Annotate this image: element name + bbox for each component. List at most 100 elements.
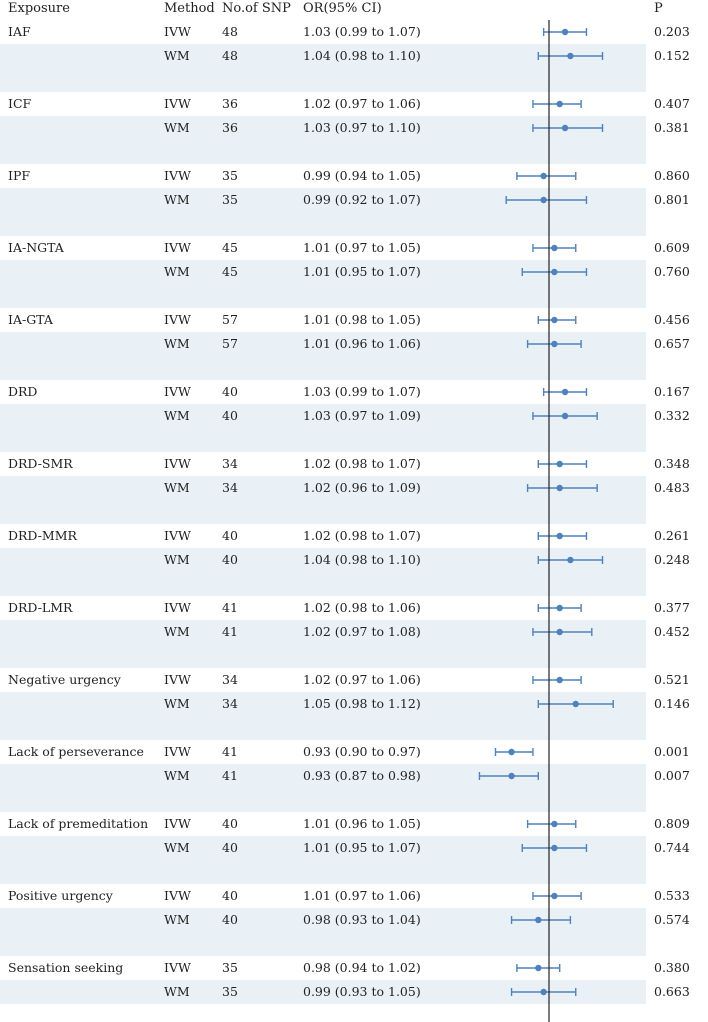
nsnp-cell: 34 bbox=[222, 696, 238, 711]
p-value-cell: 0.456 bbox=[654, 312, 690, 327]
or-ci-cell: 1.02 (0.98 to 1.07) bbox=[303, 528, 421, 543]
nsnp-cell: 36 bbox=[222, 120, 238, 135]
nsnp-cell: 45 bbox=[222, 264, 238, 279]
nsnp-cell: 40 bbox=[222, 552, 238, 567]
group-gap-stripe bbox=[0, 860, 646, 884]
or-ci-cell: 1.05 (0.98 to 1.12) bbox=[303, 696, 421, 711]
or-ci-cell: 0.99 (0.93 to 1.05) bbox=[303, 984, 421, 999]
method-cell: IVW bbox=[164, 240, 191, 255]
method-cell: IVW bbox=[164, 384, 191, 399]
or-ci-cell: 1.01 (0.98 to 1.05) bbox=[303, 312, 421, 327]
nsnp-cell: 40 bbox=[222, 384, 238, 399]
exposure-label: ICF bbox=[8, 96, 32, 111]
method-cell: WM bbox=[164, 336, 190, 351]
or-ci-cell: 1.02 (0.98 to 1.07) bbox=[303, 456, 421, 471]
method-cell: IVW bbox=[164, 600, 191, 615]
method-cell: IVW bbox=[164, 24, 191, 39]
p-value-cell: 0.167 bbox=[654, 384, 690, 399]
or-ci-cell: 0.99 (0.94 to 1.05) bbox=[303, 168, 421, 183]
table-header: Exposure Method No.of SNP OR(95% CI) P bbox=[8, 1, 663, 16]
nsnp-cell: 35 bbox=[222, 984, 238, 999]
nsnp-cell: 35 bbox=[222, 192, 238, 207]
p-value-cell: 0.860 bbox=[654, 168, 690, 183]
point-estimate bbox=[540, 172, 547, 180]
point-estimate bbox=[508, 772, 515, 780]
or-ci-cell: 1.03 (0.97 to 1.10) bbox=[303, 120, 421, 135]
nsnp-cell: 40 bbox=[222, 528, 238, 543]
header-p: P bbox=[654, 1, 663, 16]
nsnp-cell: 34 bbox=[222, 480, 238, 495]
or-ci-cell: 1.02 (0.97 to 1.06) bbox=[303, 96, 421, 111]
p-value-cell: 0.377 bbox=[654, 600, 690, 615]
p-value-cell: 0.452 bbox=[654, 624, 690, 639]
group-gap-stripe bbox=[0, 356, 646, 380]
point-estimate bbox=[556, 532, 563, 540]
point-estimate bbox=[551, 340, 558, 348]
method-cell: WM bbox=[164, 984, 190, 999]
header-nsnp: No.of SNP bbox=[222, 1, 291, 16]
point-estimate bbox=[561, 28, 569, 36]
or-ci-cell: 1.02 (0.96 to 1.09) bbox=[303, 480, 421, 495]
exposure-label: Negative urgency bbox=[8, 672, 122, 687]
point-estimate bbox=[561, 388, 569, 396]
group-gap-stripe bbox=[0, 716, 646, 740]
p-value-cell: 0.332 bbox=[654, 408, 690, 423]
point-estimate bbox=[567, 52, 574, 60]
method-cell: IVW bbox=[164, 816, 191, 831]
nsnp-cell: 41 bbox=[222, 744, 238, 759]
nsnp-cell: 40 bbox=[222, 888, 238, 903]
method-cell: WM bbox=[164, 264, 190, 279]
p-value-cell: 0.248 bbox=[654, 552, 690, 567]
method-cell: WM bbox=[164, 912, 190, 927]
method-cell: WM bbox=[164, 192, 190, 207]
p-value-cell: 0.801 bbox=[654, 192, 690, 207]
method-cell: WM bbox=[164, 840, 190, 855]
group-gap-stripe bbox=[0, 284, 646, 308]
nsnp-cell: 45 bbox=[222, 240, 238, 255]
p-value-cell: 0.521 bbox=[654, 672, 690, 687]
p-value-cell: 0.380 bbox=[654, 960, 690, 975]
group-gap-stripe bbox=[0, 500, 646, 524]
nsnp-cell: 40 bbox=[222, 816, 238, 831]
method-cell: IVW bbox=[164, 168, 191, 183]
nsnp-cell: 40 bbox=[222, 912, 238, 927]
point-estimate bbox=[567, 556, 574, 564]
method-cell: IVW bbox=[164, 888, 191, 903]
method-cell: WM bbox=[164, 624, 190, 639]
p-value-cell: 0.407 bbox=[654, 96, 690, 111]
p-value-cell: 0.809 bbox=[654, 816, 690, 831]
point-estimate bbox=[508, 748, 515, 756]
method-cell: IVW bbox=[164, 96, 191, 111]
nsnp-cell: 48 bbox=[222, 24, 238, 39]
header-method: Method bbox=[164, 1, 215, 16]
nsnp-cell: 34 bbox=[222, 456, 238, 471]
or-ci-cell: 0.93 (0.87 to 0.98) bbox=[303, 768, 421, 783]
point-estimate bbox=[561, 124, 569, 132]
or-ci-cell: 0.98 (0.94 to 1.02) bbox=[303, 960, 421, 975]
group-gap-stripe bbox=[0, 788, 646, 812]
nsnp-cell: 34 bbox=[222, 672, 238, 687]
nsnp-cell: 36 bbox=[222, 96, 238, 111]
exposure-label: DRD-SMR bbox=[8, 456, 73, 471]
point-estimate bbox=[551, 268, 558, 276]
group-gap-stripe bbox=[0, 572, 646, 596]
p-value-cell: 0.760 bbox=[654, 264, 690, 279]
method-cell: WM bbox=[164, 480, 190, 495]
point-estimate bbox=[551, 820, 558, 828]
p-value-cell: 0.657 bbox=[654, 336, 690, 351]
or-ci-cell: 0.98 (0.93 to 1.04) bbox=[303, 912, 421, 927]
method-cell: WM bbox=[164, 696, 190, 711]
nsnp-cell: 41 bbox=[222, 768, 238, 783]
point-estimate bbox=[551, 316, 558, 324]
exposure-label: IA-NGTA bbox=[8, 240, 65, 255]
or-ci-cell: 0.99 (0.92 to 1.07) bbox=[303, 192, 421, 207]
method-cell: WM bbox=[164, 408, 190, 423]
method-cell: IVW bbox=[164, 312, 191, 327]
group-gap-stripe bbox=[0, 68, 646, 92]
group-gap-stripe bbox=[0, 644, 646, 668]
nsnp-cell: 35 bbox=[222, 960, 238, 975]
or-ci-cell: 1.01 (0.95 to 1.07) bbox=[303, 264, 421, 279]
nsnp-cell: 35 bbox=[222, 168, 238, 183]
p-value-cell: 0.152 bbox=[654, 48, 690, 63]
